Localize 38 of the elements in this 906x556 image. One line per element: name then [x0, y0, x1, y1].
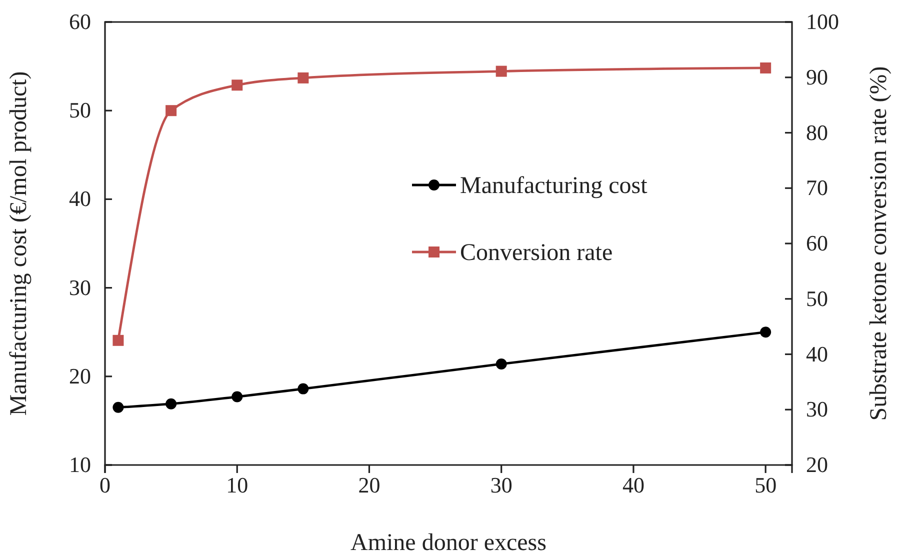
y2-tick-label: 100 [806, 9, 839, 34]
point [166, 105, 177, 116]
y2-tick-label: 50 [806, 286, 828, 311]
x-tick-label: 40 [622, 472, 644, 498]
point [298, 383, 309, 394]
point [496, 66, 507, 77]
x-tick-label: 50 [754, 472, 777, 498]
legend-label: Manufacturing cost [460, 173, 648, 199]
y2-tick-label: 20 [806, 452, 828, 478]
y-tick-label: 60 [69, 9, 91, 34]
point [760, 62, 772, 74]
x-tick-label: 10 [226, 472, 248, 498]
x-tick-label: 20 [358, 472, 380, 498]
point [298, 72, 309, 84]
x-tick-label: 0 [100, 472, 110, 498]
legend-label: Conversion rate [460, 240, 613, 266]
y-tick-label: 10 [69, 452, 91, 478]
y2-tick-label: 80 [806, 120, 828, 145]
y-tick-label: 20 [69, 363, 91, 388]
y2-axis-title: Substrate ketone conversion rate (%) [866, 66, 892, 421]
y-tick-label: 30 [69, 274, 91, 300]
point [232, 80, 243, 91]
point [232, 391, 243, 402]
x-axis-title: Amine donor excess [350, 530, 546, 556]
point [760, 326, 772, 338]
y2-tick-label: 70 [806, 175, 828, 200]
y2-tick-label: 30 [806, 396, 828, 422]
y-tick-label: 40 [69, 186, 91, 212]
y2-tick-label: 90 [806, 64, 828, 90]
point [112, 402, 124, 413]
y2-tick-label: 60 [806, 230, 828, 256]
point [496, 358, 507, 370]
y-axis-title: Manufacturing cost (€/mol product) [6, 71, 32, 416]
y-tick-label: 50 [69, 98, 91, 123]
point [112, 334, 124, 346]
x-tick-label: 30 [490, 472, 512, 498]
y2-tick-label: 40 [806, 341, 828, 366]
point [166, 398, 177, 410]
